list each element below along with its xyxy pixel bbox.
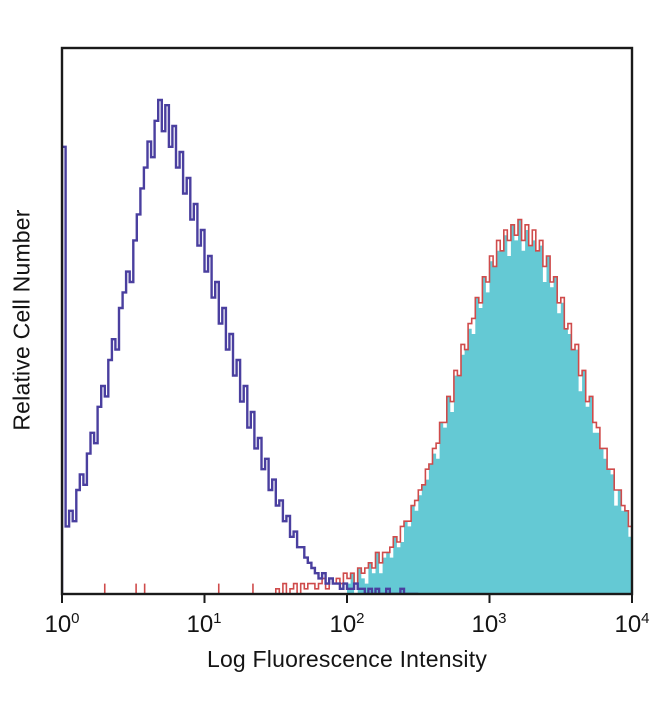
tick-base: 10 xyxy=(329,611,357,638)
tick-base: 10 xyxy=(186,611,214,638)
x-tick-label-1e0: 100 xyxy=(30,610,94,639)
tick-exponent: 0 xyxy=(71,610,80,627)
y-axis-label: Relative Cell Number xyxy=(8,209,35,431)
tick-base: 10 xyxy=(471,611,499,638)
tick-exponent: 3 xyxy=(498,610,507,627)
x-tick-label-1e2: 102 xyxy=(315,610,379,639)
series-stained-filled-teal xyxy=(275,219,632,594)
axis-layer xyxy=(60,46,634,603)
series-layer xyxy=(62,98,632,594)
tick-base: 10 xyxy=(44,611,72,638)
tick-base: 10 xyxy=(614,611,642,638)
tick-exponent: 4 xyxy=(641,610,650,627)
tick-exponent: 1 xyxy=(213,610,222,627)
x-tick-label-1e4: 104 xyxy=(600,610,650,639)
x-tick-label-1e1: 101 xyxy=(172,610,236,639)
tick-exponent: 2 xyxy=(356,610,365,627)
x-tick-label-1e3: 103 xyxy=(457,610,521,639)
x-axis-label: Log Fluorescence Intensity xyxy=(206,646,488,672)
series-negative-control-purple xyxy=(62,98,419,594)
plot-frame xyxy=(60,46,634,596)
